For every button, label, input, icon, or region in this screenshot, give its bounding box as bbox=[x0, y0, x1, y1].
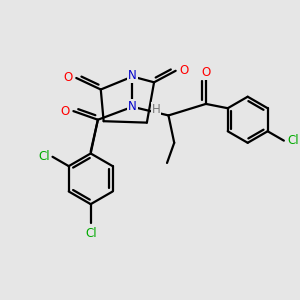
Text: N: N bbox=[128, 69, 137, 82]
Text: Cl: Cl bbox=[287, 134, 299, 147]
Text: O: O bbox=[64, 71, 73, 85]
Text: Cl: Cl bbox=[85, 227, 97, 240]
Text: Cl: Cl bbox=[38, 150, 50, 163]
Text: H: H bbox=[152, 103, 160, 116]
Text: O: O bbox=[61, 105, 70, 118]
Text: O: O bbox=[201, 66, 211, 79]
Text: O: O bbox=[179, 64, 188, 77]
Text: N: N bbox=[128, 100, 137, 113]
